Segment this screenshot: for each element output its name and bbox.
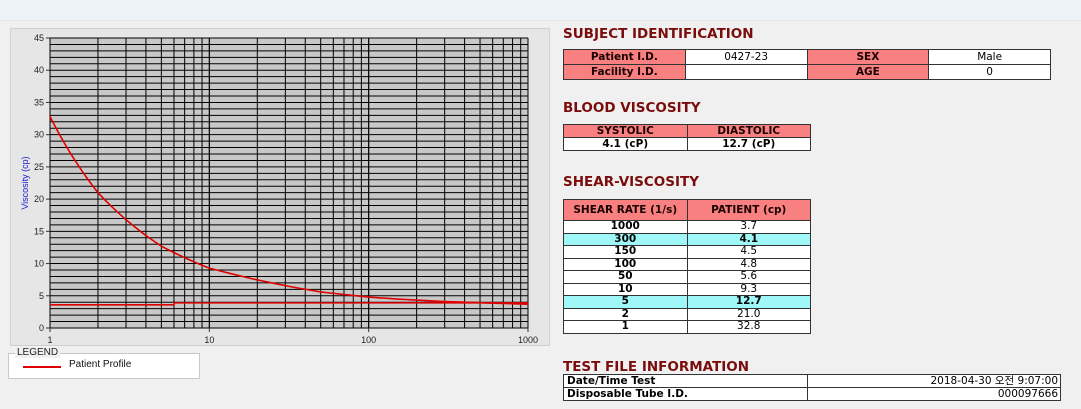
shear-row: 1 32.8 <box>563 320 811 334</box>
data-point <box>319 291 322 293</box>
shear-row: 1000 3.7 <box>563 220 811 234</box>
blood-table: SYSTOLIC DIASTOLIC 4.1 (cP) 12.7 (cP) <box>563 124 811 151</box>
y-tick-label: 30 <box>34 130 44 140</box>
testfile-title: TEST FILE INFORMATION <box>563 359 750 375</box>
x-tick-label: 100 <box>361 335 376 345</box>
x-tick-label: 1000 <box>518 335 538 345</box>
patient-header: PATIENT (cp) <box>686 199 811 221</box>
patient-cell: 4.8 <box>686 257 811 271</box>
shear-rate-cell: 1 <box>563 320 688 334</box>
y-axis-label: Viscosity (cp) <box>20 156 30 209</box>
systolic-value: 4.1 (cP) <box>563 137 688 151</box>
shear-rate-cell: 10 <box>563 282 688 296</box>
patient-cell: 4.5 <box>686 245 811 259</box>
data-point <box>367 296 370 298</box>
shear-rate-cell: 50 <box>563 270 688 284</box>
tube-label: Disposable Tube I.D. <box>563 387 808 401</box>
subject-table: Patient I.D. 0427-23 SEX Male Facility I.D.… <box>563 49 1051 80</box>
data-point <box>527 303 529 305</box>
shear-rate-cell: 300 <box>563 232 688 246</box>
series-baseline <box>50 302 528 306</box>
data-point <box>443 300 446 303</box>
data-point <box>97 191 99 194</box>
y-tick-label: 0 <box>39 323 44 333</box>
y-tick-label: 40 <box>34 65 44 75</box>
data-point <box>49 115 51 118</box>
y-tick-label: 35 <box>34 97 44 107</box>
patient-cell: 3.7 <box>686 220 811 234</box>
chart-panel: 0510152025303540451101001000Shear Rate (… <box>10 28 550 357</box>
date-value: 2018-04-30 오전 9:07:00 <box>806 374 1062 388</box>
facility-id-value <box>684 64 808 80</box>
shear-rate-cell: 150 <box>563 245 688 259</box>
shear-row: 300 4.1 <box>563 232 811 246</box>
y-tick-label: 45 <box>34 33 44 43</box>
sex-label: SEX <box>806 49 930 65</box>
patient-cell: 5.6 <box>686 270 811 284</box>
shear-rate-cell: 2 <box>563 307 688 321</box>
shear-rate-cell: 100 <box>563 257 688 271</box>
x-tick-label: 1 <box>47 335 52 345</box>
legend: LEGEND Patient Profile <box>8 347 200 379</box>
patient-cell: 12.7 <box>686 295 811 309</box>
y-tick-label: 15 <box>34 226 44 236</box>
shear-rate-header: SHEAR RATE (1/s) <box>563 199 688 221</box>
y-tick-label: 10 <box>34 259 44 269</box>
data-point <box>395 298 398 300</box>
age-label: AGE <box>806 64 930 80</box>
top-bar <box>0 0 1081 21</box>
patient-id-value: 0427-23 <box>684 49 808 65</box>
y-tick-label: 20 <box>34 194 44 204</box>
legend-title: LEGEND <box>15 347 61 358</box>
shear-row: 50 5.6 <box>563 270 811 284</box>
y-tick-label: 25 <box>34 162 44 172</box>
testfile-table: Date/Time Test 2018-04-30 오전 9:07:00 Disp… <box>563 374 1062 401</box>
sex-value: Male <box>928 49 1051 65</box>
tube-value: 000097666 <box>806 387 1062 401</box>
plot-area <box>50 38 528 328</box>
shear-title: SHEAR-VISCOSITY <box>563 174 700 190</box>
data-point <box>160 245 163 247</box>
patient-cell: 21.0 <box>686 307 811 321</box>
date-label: Date/Time Test <box>563 374 808 388</box>
shear-row: 10 9.3 <box>563 282 811 296</box>
y-tick-label: 5 <box>39 291 44 301</box>
patient-cell: 4.1 <box>686 232 811 246</box>
patient-id-label: Patient I.D. <box>563 49 686 65</box>
systolic-label: SYSTOLIC <box>563 124 688 138</box>
shear-row: 5 12.7 <box>563 295 811 309</box>
patient-cell: 9.3 <box>686 282 811 296</box>
age-value: 0 <box>928 64 1051 80</box>
viscosity-chart: 0510152025303540451101001000Shear Rate (… <box>20 33 538 357</box>
patient-cell: 32.8 <box>686 320 811 334</box>
legend-swatch <box>23 366 61 368</box>
legend-label: Patient Profile <box>69 359 132 370</box>
shear-row: 2 21.0 <box>563 307 811 321</box>
shear-rate-cell: 5 <box>563 295 688 309</box>
shear-row: 100 4.8 <box>563 257 811 271</box>
shear-rate-cell: 1000 <box>563 220 688 234</box>
diastolic-value: 12.7 (cP) <box>686 137 811 151</box>
diastolic-label: DIASTOLIC <box>686 124 811 138</box>
blood-title: BLOOD VISCOSITY <box>563 100 701 116</box>
shear-table: SHEAR RATE (1/s) PATIENT (cp) 1000 3.7 300 4… <box>563 199 811 334</box>
facility-id-label: Facility I.D. <box>563 64 686 80</box>
shear-row: 150 4.5 <box>563 245 811 259</box>
subject-title: SUBJECT IDENTIFICATION <box>563 26 754 42</box>
x-tick-label: 10 <box>204 335 214 345</box>
data-point <box>208 267 211 269</box>
